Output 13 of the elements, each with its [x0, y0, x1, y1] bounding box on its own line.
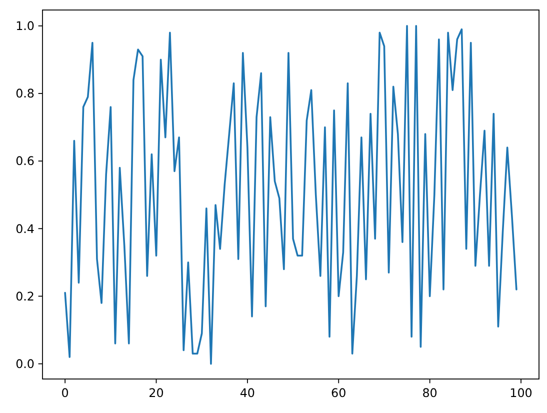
- x-tick-label: 20: [148, 386, 164, 400]
- y-tick-label: 1.0: [16, 19, 34, 34]
- x-tick-label: 40: [240, 386, 256, 400]
- y-tick-label: 0.6: [16, 154, 34, 168]
- x-tick-label: 100: [510, 386, 532, 400]
- x-tick-label: 0: [61, 386, 69, 400]
- y-tick-label: 0.4: [16, 222, 34, 236]
- line-series: [64, 24, 518, 365]
- y-tick-label: 0.0: [16, 356, 34, 371]
- x-tick-label: 60: [331, 386, 346, 400]
- y-tick-label: 0.8: [16, 86, 34, 101]
- x-tick-label: 80: [422, 386, 438, 400]
- y-tick-label: 0.2: [16, 289, 34, 304]
